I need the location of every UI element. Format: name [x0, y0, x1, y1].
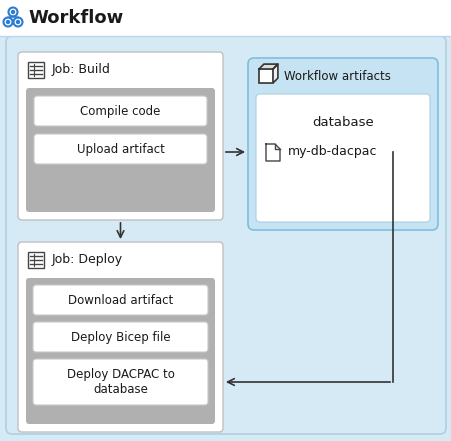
Bar — [258, 69, 272, 83]
FancyBboxPatch shape — [34, 134, 207, 164]
FancyBboxPatch shape — [255, 94, 429, 222]
Circle shape — [17, 20, 19, 23]
Text: Download artifact: Download artifact — [68, 294, 173, 306]
FancyBboxPatch shape — [33, 285, 207, 315]
Text: Job: Deploy: Job: Deploy — [52, 254, 123, 266]
FancyBboxPatch shape — [18, 52, 222, 220]
Text: my-db-dacpac: my-db-dacpac — [287, 146, 377, 158]
FancyBboxPatch shape — [248, 58, 437, 230]
Circle shape — [6, 20, 9, 23]
Bar — [0, 0, 451, 36]
Polygon shape — [272, 64, 277, 83]
Text: Deploy DACPAC to
database: Deploy DACPAC to database — [66, 368, 174, 396]
Text: Upload artifact: Upload artifact — [76, 142, 164, 156]
Bar — [28, 62, 44, 78]
FancyBboxPatch shape — [26, 278, 215, 424]
Text: Job: Build: Job: Build — [52, 64, 110, 76]
Text: Workflow artifacts: Workflow artifacts — [283, 70, 390, 82]
Text: Compile code: Compile code — [80, 105, 161, 117]
FancyBboxPatch shape — [18, 242, 222, 432]
FancyBboxPatch shape — [33, 359, 207, 405]
Text: Deploy Bicep file: Deploy Bicep file — [70, 330, 170, 344]
FancyBboxPatch shape — [33, 322, 207, 352]
Text: database: database — [312, 116, 373, 128]
FancyBboxPatch shape — [26, 88, 215, 212]
FancyBboxPatch shape — [34, 96, 207, 126]
Polygon shape — [265, 144, 279, 161]
FancyBboxPatch shape — [6, 36, 445, 434]
Text: Workflow: Workflow — [28, 9, 123, 27]
Bar — [28, 252, 44, 268]
Polygon shape — [258, 64, 277, 69]
Circle shape — [11, 11, 14, 14]
